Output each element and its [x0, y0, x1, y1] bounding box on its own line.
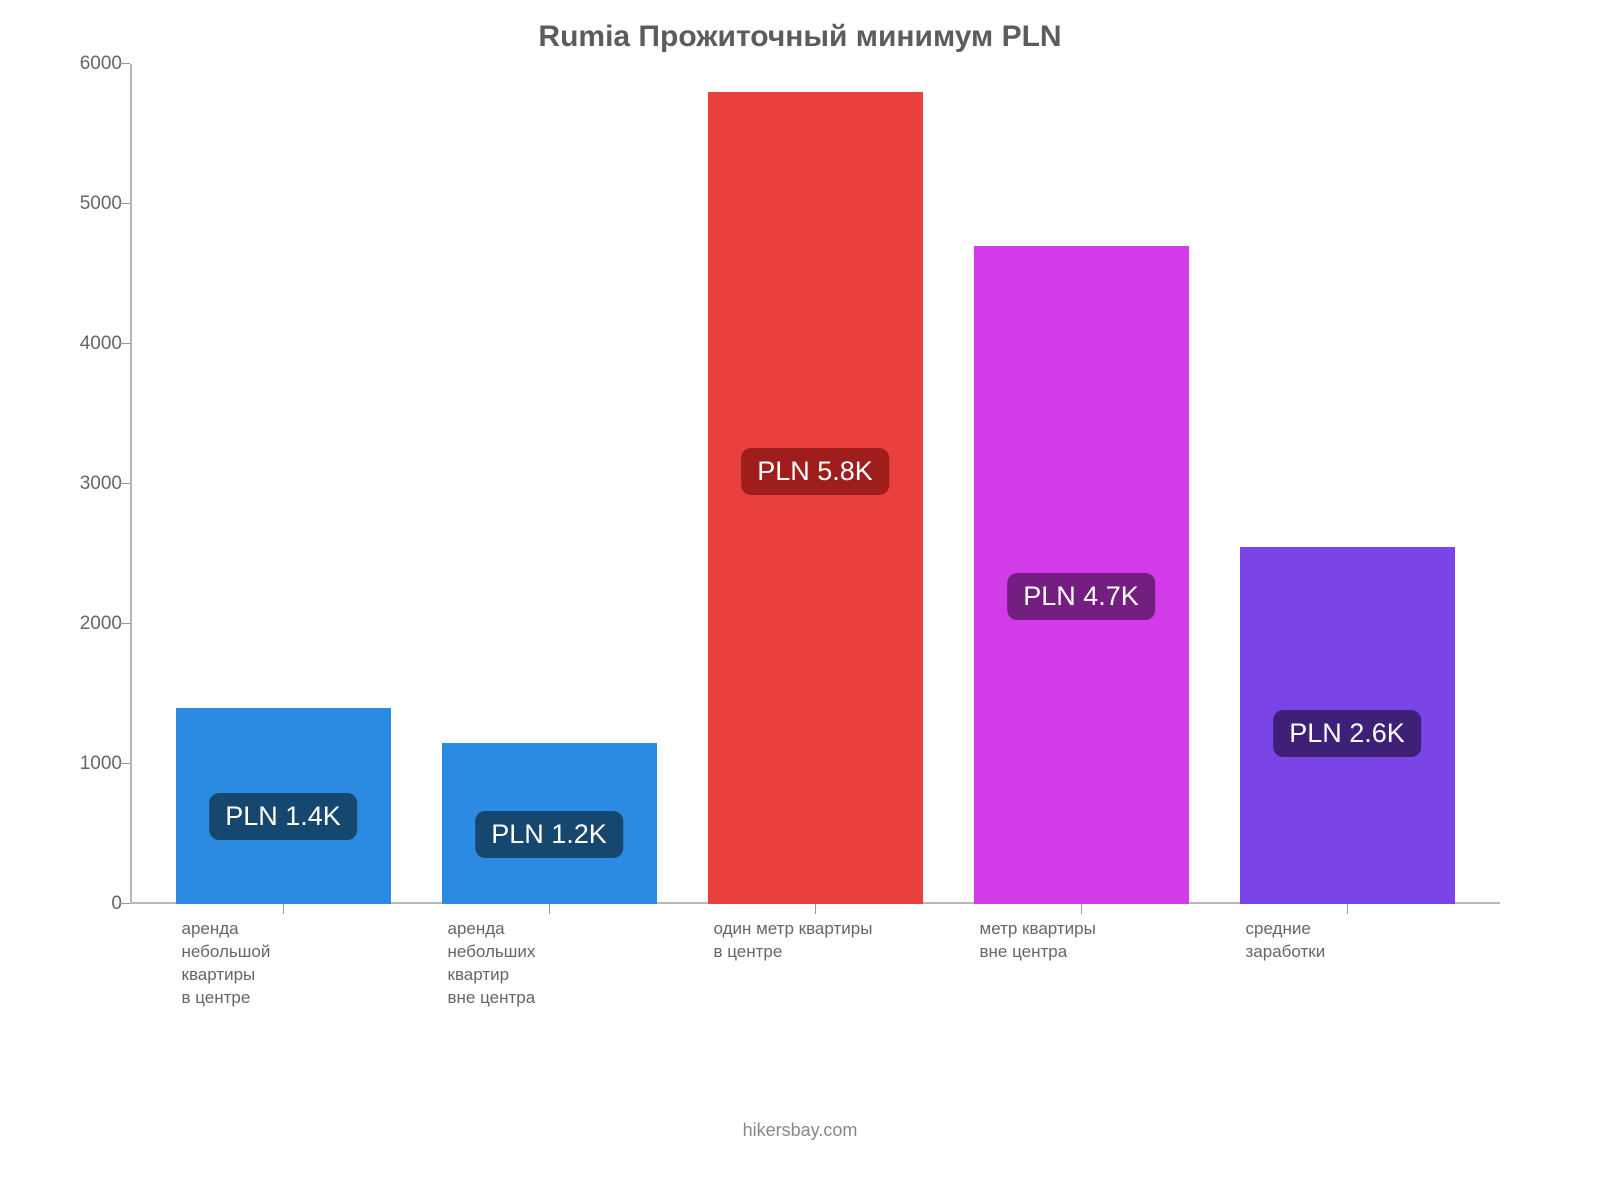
bar-slot: PLN 1.4K — [176, 708, 391, 904]
y-tick-label: 2000 — [62, 613, 122, 635]
x-tick-mark — [283, 904, 284, 914]
x-tick-mark — [1347, 904, 1348, 914]
x-axis-labels: аренданебольшойквартирыв центре аренданеб… — [130, 904, 1500, 1010]
y-tick-mark — [120, 763, 130, 764]
plot-area: 0100020003000400050006000 PLN 1.4KPLN 1.… — [130, 64, 1500, 904]
x-tick-mark — [1081, 904, 1082, 914]
bar-slot: PLN 2.6K — [1240, 547, 1455, 904]
chart-footer: hikersbay.com — [60, 1120, 1540, 1141]
x-tick-mark — [549, 904, 550, 914]
y-tick-label: 5000 — [62, 193, 122, 215]
x-axis-label: один метр квартирыв центре — [708, 918, 923, 1010]
bars-group: PLN 1.4K PLN 1.2K PLN 5.8K PLN 4.7K PLN 2.6K — [130, 64, 1500, 904]
y-tick-mark — [120, 623, 130, 624]
bar-slot: PLN 1.2K — [442, 743, 657, 904]
y-tick-mark — [120, 483, 130, 484]
bar-slot: PLN 4.7K — [974, 246, 1189, 904]
x-axis-label: аренданебольшихквартирвне центра — [442, 918, 657, 1010]
y-tick-mark — [120, 343, 130, 344]
x-axis-label: метр квартирывне центра — [974, 918, 1189, 1010]
y-tick-label: 6000 — [62, 53, 122, 75]
bar-slot: PLN 5.8K — [708, 92, 923, 904]
x-tick-mark — [815, 904, 816, 914]
chart-title: Rumia Прожиточный минимум PLN — [60, 20, 1540, 54]
y-tick-label: 1000 — [62, 753, 122, 775]
y-axis: 0100020003000400050006000 — [60, 64, 130, 904]
bar-value-label: PLN 5.8K — [741, 448, 889, 495]
y-tick-mark — [120, 903, 130, 904]
bar-value-label: PLN 1.4K — [209, 793, 357, 840]
x-axis-label: средниезаработки — [1240, 918, 1455, 1010]
x-axis-label: аренданебольшойквартирыв центре — [176, 918, 391, 1010]
y-tick-label: 0 — [62, 893, 122, 915]
bar-value-label: PLN 4.7K — [1007, 573, 1155, 620]
y-tick-mark — [120, 203, 130, 204]
y-tick-mark — [120, 63, 130, 64]
y-tick-label: 4000 — [62, 333, 122, 355]
bar-value-label: PLN 1.2K — [475, 811, 623, 858]
chart-container: Rumia Прожиточный минимум PLN 0100020003… — [60, 20, 1540, 1141]
bar — [708, 92, 923, 904]
bar-value-label: PLN 2.6K — [1273, 710, 1421, 757]
y-tick-label: 3000 — [62, 473, 122, 495]
